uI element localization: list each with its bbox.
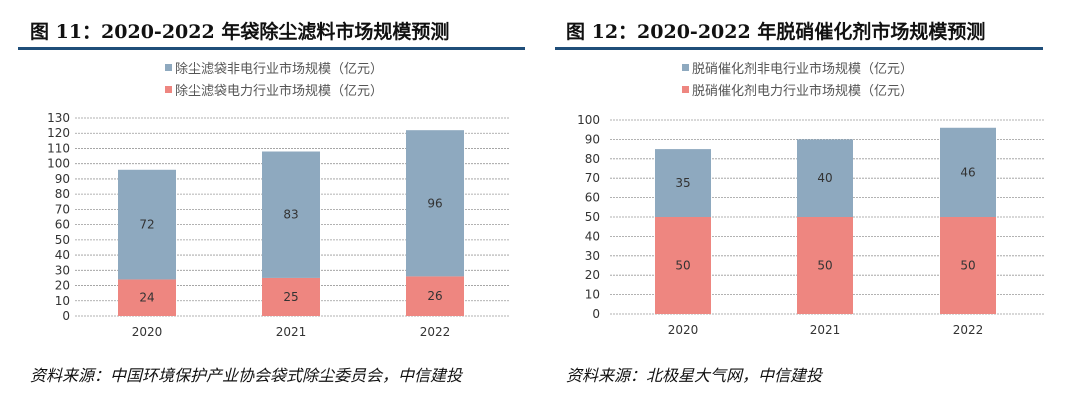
bar-segment <box>262 277 320 316</box>
x-tick-label: 2022 <box>420 325 451 339</box>
y-tick-label: 50 <box>55 233 70 247</box>
y-tick-label: 40 <box>55 248 70 262</box>
y-tick-label: 20 <box>585 268 600 282</box>
y-tick-label: 60 <box>585 191 600 205</box>
y-tick-label: 80 <box>585 152 600 166</box>
data-label: 83 <box>283 208 298 222</box>
legend-label: 除尘滤袋电力行业市场规模（亿元） <box>175 83 383 99</box>
bar-segment <box>118 169 176 280</box>
bar-segment <box>655 149 711 217</box>
legend-swatch <box>682 86 689 93</box>
data-label: 24 <box>139 291 154 305</box>
y-tick-label: 10 <box>55 294 70 308</box>
figure-12-source: 资料来源：北极星大气网，中信建投 <box>566 366 823 385</box>
bar-segment <box>940 217 996 314</box>
y-tick-label: 130 <box>47 111 70 125</box>
bar-segment <box>262 151 320 278</box>
data-label: 50 <box>960 259 975 273</box>
y-tick-label: 60 <box>55 218 70 232</box>
y-tick-label: 20 <box>55 279 70 293</box>
legend-swatch <box>165 64 172 71</box>
legend-label: 脱硝催化剂非电行业市场规模（亿元） <box>692 61 913 77</box>
y-tick-label: 100 <box>47 157 70 171</box>
y-tick-label: 30 <box>55 263 70 277</box>
x-tick-label: 2022 <box>953 323 984 337</box>
data-label: 26 <box>427 289 442 303</box>
y-tick-label: 110 <box>47 141 70 155</box>
bar-segment <box>406 276 464 316</box>
data-label: 25 <box>283 290 298 304</box>
y-tick-label: 120 <box>47 126 70 140</box>
y-tick-label: 70 <box>585 171 600 185</box>
data-label: 35 <box>675 176 690 190</box>
y-tick-label: 10 <box>585 288 600 302</box>
title-rule <box>18 47 525 50</box>
y-tick-label: 0 <box>62 309 70 323</box>
data-label: 40 <box>817 171 832 185</box>
y-tick-label: 80 <box>55 187 70 201</box>
legend-swatch <box>165 86 172 93</box>
y-tick-label: 100 <box>577 113 600 127</box>
data-label: 50 <box>817 259 832 273</box>
bar-segment <box>797 139 853 217</box>
data-label: 96 <box>427 196 442 210</box>
x-tick-label: 2020 <box>132 325 163 339</box>
x-tick-label: 2020 <box>668 323 699 337</box>
legend-label: 除尘滤袋非电行业市场规模（亿元） <box>175 61 383 77</box>
y-tick-label: 30 <box>585 249 600 263</box>
x-tick-label: 2021 <box>276 325 307 339</box>
bar-segment <box>940 127 996 217</box>
bar-segment <box>406 130 464 277</box>
bar-segment <box>118 279 176 316</box>
y-tick-label: 90 <box>585 132 600 146</box>
figure-11-title: 图 11：2020-2022 年袋除尘滤料市场规模预测 <box>30 21 450 43</box>
data-label: 46 <box>960 165 975 179</box>
title-rule <box>555 47 1043 50</box>
legend-swatch <box>682 64 689 71</box>
legend-label: 脱硝催化剂电力行业市场规模（亿元） <box>692 83 913 99</box>
figure-12-title: 图 12：2020-2022 年脱硝催化剂市场规模预测 <box>566 21 986 43</box>
y-tick-label: 40 <box>585 229 600 243</box>
y-tick-label: 70 <box>55 202 70 216</box>
data-label: 72 <box>139 218 154 232</box>
y-tick-label: 0 <box>592 307 600 321</box>
figure-11-source: 资料来源：中国环境保护产业协会袋式除尘委员会，中信建投 <box>30 366 463 385</box>
x-tick-label: 2021 <box>810 323 841 337</box>
data-label: 50 <box>675 259 690 273</box>
bar-segment <box>797 217 853 314</box>
y-tick-label: 90 <box>55 172 70 186</box>
chart-denitration-catalyst: 脱硝催化剂非电行业市场规模（亿元） 脱硝催化剂电力行业市场规模（亿元） 0 10 20 3… <box>577 61 1045 337</box>
y-tick-label: 50 <box>585 210 600 224</box>
bar-segment <box>655 217 711 314</box>
